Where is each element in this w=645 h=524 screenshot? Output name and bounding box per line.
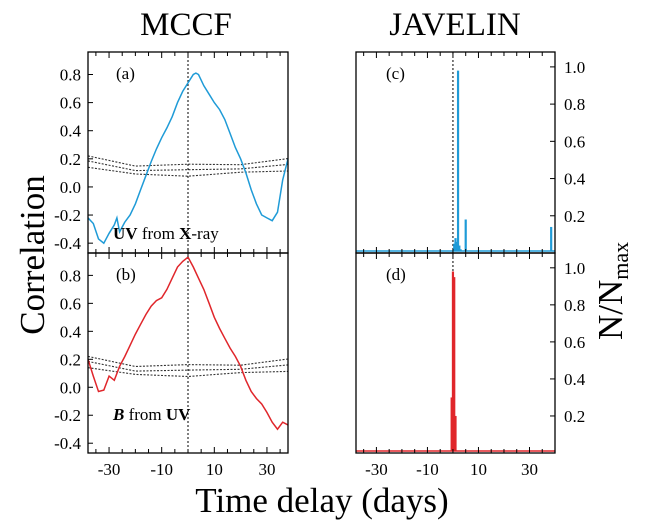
annotation-part: from bbox=[124, 405, 166, 424]
panel-c: 0.2 0.4 0.6 0.8 1.0 (c) bbox=[355, 51, 586, 254]
x-tick-label: -10 bbox=[150, 460, 173, 479]
x-tick-label: 30 bbox=[521, 460, 538, 479]
noise-curve bbox=[88, 160, 288, 172]
noise-curve bbox=[88, 367, 288, 378]
panels: -0.4-0.20.00.20.40.60.8 (a)UV from X-ray-… bbox=[54, 51, 586, 479]
panel-label: (b) bbox=[116, 265, 136, 284]
panel-annotation: UV from X-ray bbox=[113, 224, 219, 243]
y-tick-label: 0.8 bbox=[60, 65, 81, 84]
right-column-title: JAVELIN bbox=[389, 7, 521, 43]
y-tick-label: 0.2 bbox=[60, 150, 81, 169]
y-tick-label: 0.4 bbox=[564, 370, 586, 389]
y-tick-label: -0.2 bbox=[54, 406, 81, 425]
y-tick-label: 1.0 bbox=[564, 58, 585, 77]
y-tick-label: 0.0 bbox=[60, 178, 81, 197]
panel-annotation: B from UV bbox=[112, 405, 191, 424]
series-line bbox=[88, 72, 288, 245]
y-tick-label: 0.6 bbox=[60, 294, 81, 313]
y-axis-label-n-over-nmax: N/Nmax bbox=[591, 242, 633, 340]
y-tick-label: 0.4 bbox=[564, 170, 586, 189]
y-tick-label: 0.8 bbox=[564, 296, 585, 315]
y-tick-label: 0.6 bbox=[60, 94, 81, 113]
panel-label: (c) bbox=[386, 64, 405, 83]
y-axis-label-sub: max bbox=[608, 242, 633, 280]
y-tick-label: -0.4 bbox=[54, 234, 81, 253]
left-column-title: MCCF bbox=[140, 7, 232, 43]
y-tick-label: 0.6 bbox=[564, 132, 585, 151]
y-tick-label: 0.2 bbox=[564, 407, 585, 426]
panel-b: -0.4 -0.2 0.0 0.2 0.4 0.6 0.8 -30 -10 10 30 (b) B fr… bbox=[54, 252, 289, 479]
y-tick-label: -0.4 bbox=[54, 434, 81, 453]
y-tick-label: 0.2 bbox=[564, 207, 585, 226]
y-tick-label: 0.4 bbox=[60, 322, 82, 341]
y-tick-label: 1.0 bbox=[564, 259, 585, 278]
panel-a: -0.4 -0.2 0.0 0.2 0.4 0.6 0.8 (a) UV from X-ray bbox=[54, 51, 289, 254]
y-axis-label-correlation: Correlation bbox=[13, 175, 52, 334]
x-tick-label: 10 bbox=[206, 460, 223, 479]
y-tick-label: 0.6 bbox=[564, 333, 585, 352]
annotation-part: UV bbox=[166, 405, 191, 424]
x-tick-label: -30 bbox=[365, 460, 388, 479]
y-tick-label: 0.8 bbox=[60, 266, 81, 285]
annotation-part: from bbox=[138, 224, 180, 243]
annotation-part: X bbox=[179, 224, 192, 243]
x-tick-label: -30 bbox=[98, 460, 121, 479]
y-tick-label: 0.0 bbox=[60, 378, 81, 397]
annotation-part: -ray bbox=[191, 224, 219, 243]
y-tick-label: 0.8 bbox=[564, 95, 585, 114]
x-axis-label-time-delay: Time delay (days) bbox=[195, 481, 448, 520]
x-tick-label: 10 bbox=[470, 460, 487, 479]
panel-d: 0.2 0.4 0.6 0.8 1.0 -30 -10 10 30 (d) bbox=[355, 252, 586, 479]
series-line bbox=[88, 256, 288, 431]
y-tick-label: -0.2 bbox=[54, 206, 81, 225]
noise-curve bbox=[88, 355, 288, 368]
y-tick-label: 0.4 bbox=[60, 122, 82, 141]
annotation-part: UV bbox=[113, 224, 138, 243]
plot-frame bbox=[355, 252, 556, 454]
noise-curve bbox=[88, 155, 288, 167]
y-axis-label-main: N/N bbox=[591, 280, 630, 340]
panel-label: (a) bbox=[116, 64, 135, 83]
x-tick-label: -10 bbox=[416, 460, 439, 479]
y-tick-label: 0.2 bbox=[60, 350, 81, 369]
annotation-part: B bbox=[112, 405, 124, 424]
x-tick-label: 30 bbox=[258, 460, 275, 479]
noise-curve bbox=[88, 166, 288, 177]
panel-label: (d) bbox=[386, 265, 406, 284]
